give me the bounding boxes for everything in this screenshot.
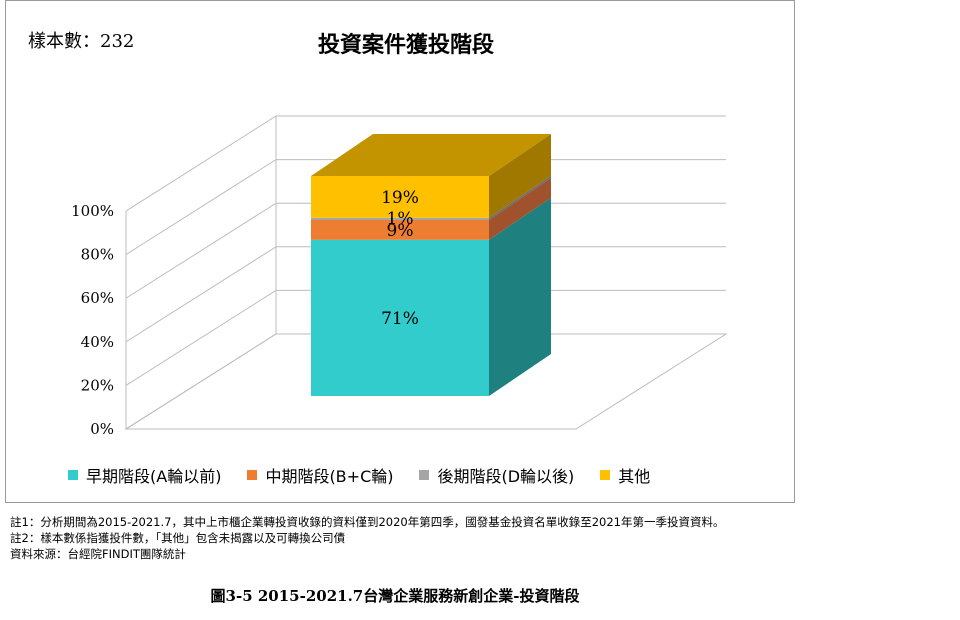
chart-grid	[124, 115, 728, 430]
data-label-3: 19%	[381, 188, 419, 208]
legend-label: 後期階段(D輪以後)	[437, 467, 575, 486]
bar-segment-0	[311, 197, 551, 396]
bar-top-face	[311, 134, 551, 176]
data-label-2: 1%	[387, 209, 414, 229]
legend-label: 其他	[618, 467, 651, 486]
data-source: 資料來源：台經院FINDIT團隊統計	[10, 547, 186, 561]
sample-size: 樣本數：232	[28, 27, 134, 53]
legend-item-3: 其他	[600, 463, 650, 487]
y-tick-label: 40%	[81, 333, 114, 351]
chart-plot: 0% 20% 40% 60% 80% 100% 71% 9%1%19%	[71, 115, 728, 438]
footnote-1: 註1：分析期間為2015-2021.7，其中上市櫃企業轉投資收錄的資料僅到202…	[10, 515, 725, 529]
data-label-1: 9%	[387, 221, 414, 241]
legend-swatch	[68, 470, 78, 480]
legend-swatch	[247, 470, 258, 480]
y-tick-label: 0%	[90, 420, 114, 438]
chart-frame: 樣本數：232 投資案件獲投階段 0% 20% 40% 60% 80% 100% 71% 9…	[5, 0, 795, 503]
footnote-2: 註2：樣本數係指獲投件數，「其他」包含未揭露以及可轉換公司債	[10, 531, 346, 545]
legend-label: 早期階段(A輪以前)	[86, 467, 222, 486]
segment-labels: 71% 9%1%19%	[381, 188, 419, 329]
bar-segment-side	[489, 175, 551, 220]
bar-segment-3	[311, 134, 551, 218]
bar-segment-front	[311, 239, 489, 396]
bar-segment-side	[489, 178, 551, 240]
bar-segment-side	[489, 134, 551, 218]
data-label-0: 71%	[381, 309, 419, 329]
legend-swatch	[600, 470, 611, 480]
bar-segment-front	[311, 176, 489, 218]
bar-segment-1	[311, 178, 551, 240]
chart-bars	[311, 134, 551, 396]
chart-floor	[124, 333, 728, 430]
y-tick-label: 80%	[81, 246, 114, 264]
sample-size-value: 232	[100, 31, 135, 52]
footnotes: 註1：分析期間為2015-2021.7，其中上市櫃企業轉投資收錄的資料僅到202…	[10, 514, 725, 562]
legend-label: 中期階段(B+C輪)	[265, 467, 394, 486]
legend-item-0: 早期階段(A輪以前)	[68, 463, 221, 487]
sample-size-label: 樣本數：	[28, 31, 100, 52]
bar-segment-front	[311, 217, 489, 220]
bar-segment-side	[489, 197, 551, 396]
legend-item-2: 後期階段(D輪以後)	[419, 463, 574, 487]
bar-segment-2	[311, 175, 551, 220]
bar-segment-front	[311, 220, 489, 240]
legend-swatch	[419, 470, 430, 480]
y-tick-label: 60%	[81, 289, 114, 307]
chart-title: 投資案件獲投階段	[317, 33, 494, 58]
legend-item-1: 中期階段(B+C輪)	[247, 463, 393, 487]
y-axis-ticks: 0% 20% 40% 60% 80% 100%	[71, 202, 114, 438]
y-tick-label: 100%	[71, 202, 114, 220]
chart-legend: 早期階段(A輪以前) 中期階段(B+C輪) 後期階段(D輪以後) 其他	[68, 463, 650, 487]
figure-caption: 圖3-5 2015-2021.7台灣企業服務新創企業-投資階段	[210, 587, 580, 605]
y-tick-label: 20%	[81, 376, 114, 394]
